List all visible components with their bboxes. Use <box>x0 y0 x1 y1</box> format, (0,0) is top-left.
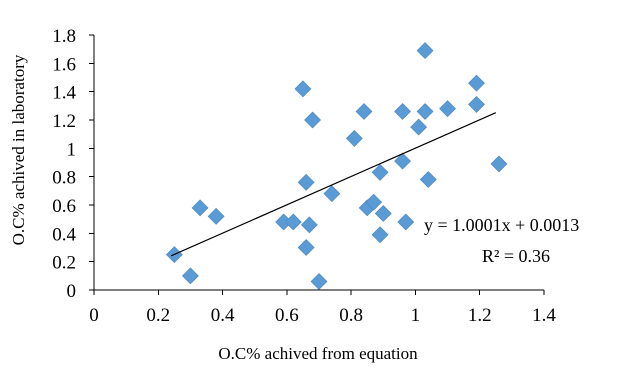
data-points <box>165 42 508 290</box>
data-point <box>300 216 318 234</box>
y-ticks: 0 0.2 0.4 0.6 0.8 1 1.2 1.4 1.6 1.8 <box>52 26 94 302</box>
x-axis-title: O.C% achived from equation <box>218 344 418 363</box>
data-point <box>284 213 302 231</box>
data-point <box>397 213 415 231</box>
data-point <box>310 273 328 290</box>
data-point <box>191 199 209 217</box>
data-point <box>297 173 315 191</box>
data-point <box>410 118 428 136</box>
data-point <box>304 111 321 129</box>
axes <box>93 35 544 291</box>
data-point <box>419 171 437 188</box>
data-point <box>416 42 434 60</box>
data-point <box>294 80 312 98</box>
data-point <box>355 103 373 120</box>
x-tick-label: 0.6 <box>275 305 299 326</box>
y-tick-label: 0.2 <box>52 253 76 274</box>
data-point <box>371 163 389 181</box>
trendline-equation: y = 1.0001x + 0.0013 <box>424 215 579 235</box>
x-tick-label: 0.2 <box>146 305 170 326</box>
y-tick-label: 0.4 <box>52 224 76 245</box>
data-point <box>468 74 485 92</box>
data-point <box>297 239 315 256</box>
y-axis-title: O.C% achived in laboratory <box>9 54 28 245</box>
data-point <box>490 155 508 173</box>
x-tick-label: 1.4 <box>532 305 556 326</box>
data-point <box>365 193 383 211</box>
data-point <box>394 103 411 120</box>
data-point <box>323 185 341 203</box>
data-point <box>468 95 485 113</box>
y-tick-label: 1.6 <box>52 54 76 75</box>
x-tick-label: 1.2 <box>468 305 492 326</box>
y-tick-label: 1.4 <box>52 83 76 104</box>
x-tick-label: 1 <box>411 305 421 326</box>
data-point <box>439 100 456 118</box>
data-point <box>374 205 392 222</box>
trendline <box>170 112 497 257</box>
x-tick-label: 0.4 <box>211 305 235 326</box>
y-tick-label: 1.8 <box>52 26 76 47</box>
data-point <box>371 226 389 244</box>
data-point <box>345 129 363 147</box>
x-tick-label: 0 <box>89 305 99 326</box>
r-squared-label: R² = 0.36 <box>482 246 550 266</box>
data-point <box>182 267 199 285</box>
y-tick-label: 0.6 <box>52 196 76 217</box>
y-tick-label: 1 <box>67 139 77 160</box>
data-point <box>416 103 434 120</box>
y-tick-label: 0 <box>67 281 77 302</box>
y-tick-label: 1.2 <box>52 111 76 132</box>
data-point <box>207 207 225 225</box>
x-tick-label: 0.8 <box>339 305 363 326</box>
y-tick-label: 0.8 <box>52 168 76 189</box>
data-point <box>394 152 411 170</box>
x-ticks: 0 0.2 0.4 0.6 0.8 1 1.2 1.4 <box>89 290 556 326</box>
